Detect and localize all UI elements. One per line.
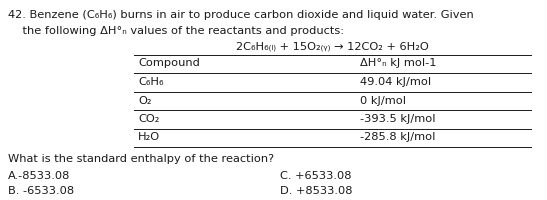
Text: -285.8 kJ/mol: -285.8 kJ/mol bbox=[360, 132, 435, 142]
Text: 49.04 kJ/mol: 49.04 kJ/mol bbox=[360, 77, 431, 87]
Text: C₆H₆: C₆H₆ bbox=[138, 77, 164, 87]
Text: O₂: O₂ bbox=[138, 95, 152, 105]
Text: 2C₆H₆₍ₗ₎ + 15O₂₍ᵧ₎ → 12CO₂ + 6H₂O: 2C₆H₆₍ₗ₎ + 15O₂₍ᵧ₎ → 12CO₂ + 6H₂O bbox=[236, 42, 429, 52]
Text: C. +6533.08: C. +6533.08 bbox=[280, 170, 352, 180]
Text: 42. Benzene (C₆H₆) burns in air to produce carbon dioxide and liquid water. Give: 42. Benzene (C₆H₆) burns in air to produ… bbox=[8, 10, 474, 20]
Text: the following ΔH°ₙ values of the reactants and products:: the following ΔH°ₙ values of the reactan… bbox=[8, 26, 344, 36]
Text: -393.5 kJ/mol: -393.5 kJ/mol bbox=[360, 113, 435, 123]
Text: ΔH°ₙ kJ mol-1: ΔH°ₙ kJ mol-1 bbox=[360, 58, 437, 68]
Text: What is the standard enthalpy of the reaction?: What is the standard enthalpy of the rea… bbox=[8, 153, 274, 163]
Text: CO₂: CO₂ bbox=[138, 113, 159, 123]
Text: H₂O: H₂O bbox=[138, 132, 160, 142]
Text: D. +8533.08: D. +8533.08 bbox=[280, 186, 352, 196]
Text: B. -6533.08: B. -6533.08 bbox=[8, 186, 74, 196]
Text: A.-8533.08: A.-8533.08 bbox=[8, 170, 71, 180]
Text: 0 kJ/mol: 0 kJ/mol bbox=[360, 95, 406, 105]
Text: Compound: Compound bbox=[138, 58, 200, 68]
